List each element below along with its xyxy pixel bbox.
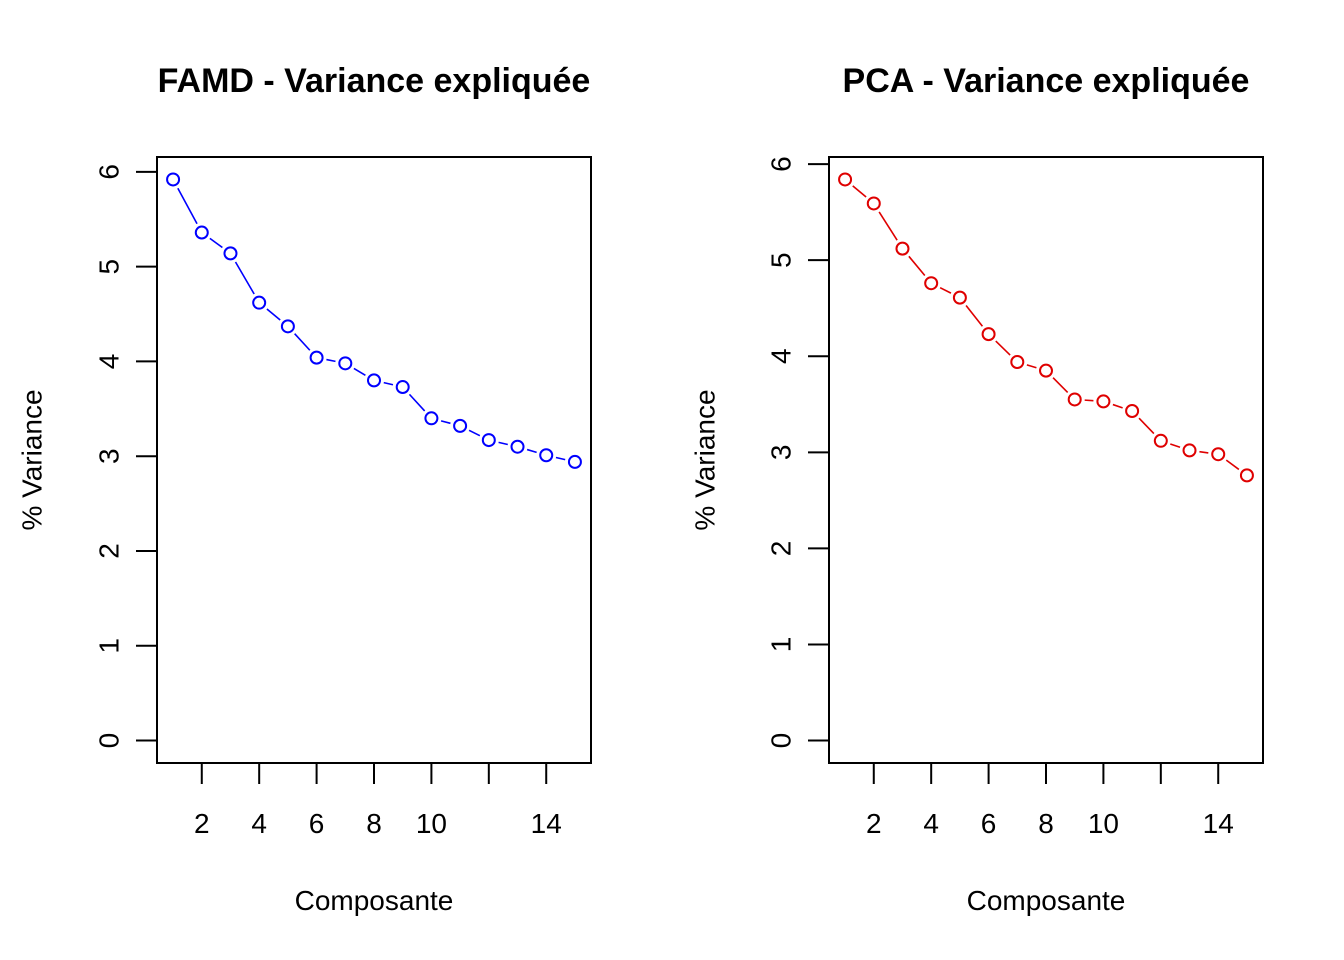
famd-data-point-5 bbox=[280, 319, 295, 334]
pca-data-point-11 bbox=[1125, 403, 1140, 418]
pca-series-segment bbox=[995, 340, 1011, 356]
famd-series-segment bbox=[266, 308, 281, 321]
famd-series-segment bbox=[498, 441, 508, 446]
famd-data-point-1 bbox=[166, 172, 181, 187]
pca-x-tick-label: 6 bbox=[981, 808, 997, 839]
famd-x-tick-label: 2 bbox=[194, 808, 210, 839]
pca-series-segment bbox=[908, 255, 926, 277]
famd-series-segment bbox=[526, 448, 537, 454]
famd-chart-title: FAMD - Variance expliquée bbox=[158, 62, 591, 100]
pca-y-tick-label: 3 bbox=[765, 445, 796, 461]
famd-data-point-4 bbox=[252, 295, 267, 310]
famd-series-segment bbox=[177, 187, 198, 225]
famd-data-point-2 bbox=[194, 225, 209, 240]
famd-x-tick-label: 4 bbox=[251, 808, 267, 839]
famd-panel: FAMD - Variance expliquée 2 4 6 8 10 14 0 1 2 3 4 5 6… bbox=[16, 62, 592, 916]
famd-series-segment bbox=[555, 456, 566, 461]
pca-y-tick-label: 5 bbox=[765, 252, 796, 268]
famd-series-segment bbox=[294, 333, 311, 351]
famd-data-point-10 bbox=[424, 411, 439, 426]
pca-data-point-13 bbox=[1182, 443, 1197, 458]
famd-y-tick-label: 6 bbox=[93, 164, 124, 180]
pca-data-point-6 bbox=[981, 327, 996, 342]
pca-series-segment bbox=[1225, 459, 1240, 471]
pca-data-point-14 bbox=[1211, 447, 1226, 462]
pca-plot-frame bbox=[828, 156, 1264, 764]
famd-series-segment bbox=[326, 358, 336, 363]
pca-data-point-2 bbox=[866, 196, 881, 211]
famd-x-tick-label: 10 bbox=[416, 808, 447, 839]
famd-data-point-7 bbox=[338, 356, 353, 371]
pca-data-point-10 bbox=[1096, 394, 1111, 409]
pca-data-point-1 bbox=[838, 172, 853, 187]
pca-data-point-5 bbox=[952, 290, 967, 305]
famd-y-tick-label: 4 bbox=[93, 354, 124, 370]
pca-series-segment bbox=[1170, 443, 1181, 448]
pca-series-segment bbox=[1199, 450, 1209, 454]
famd-data-point-14 bbox=[539, 448, 554, 463]
pca-x-tick-label: 2 bbox=[866, 808, 882, 839]
pca-series-segment bbox=[1026, 364, 1037, 369]
pca-x-tick-label: 10 bbox=[1088, 808, 1119, 839]
pca-series-segment bbox=[852, 185, 867, 198]
pca-data-point-4 bbox=[924, 276, 939, 291]
pca-y-tick-label: 2 bbox=[765, 541, 796, 557]
pca-series-segment bbox=[939, 286, 952, 294]
famd-series-segment bbox=[353, 367, 366, 376]
pca-data-point-8 bbox=[1039, 363, 1053, 378]
famd-series-segment bbox=[209, 237, 223, 249]
pca-x-tick-label: 4 bbox=[923, 808, 939, 839]
famd-y-axis-label: % Variance bbox=[16, 389, 47, 530]
pca-y-tick-label: 0 bbox=[765, 733, 796, 749]
pca-x-axis-label: Composante bbox=[967, 885, 1126, 916]
pca-chart-title: PCA - Variance expliquée bbox=[843, 62, 1250, 100]
famd-x-tick-label: 14 bbox=[531, 808, 562, 839]
famd-data-point-13 bbox=[510, 439, 525, 454]
famd-y-tick-label: 2 bbox=[93, 543, 124, 559]
famd-x-tick-label: 8 bbox=[366, 808, 382, 839]
pca-series-segment bbox=[1112, 403, 1123, 409]
pca-series-segment bbox=[878, 211, 898, 241]
famd-x-axis-label: Composante bbox=[295, 885, 454, 916]
famd-y-tick-label: 3 bbox=[93, 448, 124, 464]
famd-series-segment bbox=[234, 261, 255, 295]
famd-y-tick-label: 0 bbox=[93, 733, 124, 749]
famd-data-point-3 bbox=[223, 246, 238, 261]
pca-data-point-15 bbox=[1239, 468, 1254, 483]
famd-series-segment bbox=[468, 429, 481, 437]
pca-data-point-3 bbox=[895, 241, 910, 256]
famd-data-point-6 bbox=[309, 350, 324, 365]
pca-series-segment bbox=[1084, 399, 1094, 402]
pca-y-axis-label: % Variance bbox=[689, 389, 720, 530]
famd-series-segment bbox=[383, 381, 394, 386]
pca-x-tick-label: 8 bbox=[1038, 808, 1054, 839]
pca-x-tick-label: 14 bbox=[1203, 808, 1234, 839]
pca-y-tick-label: 4 bbox=[765, 348, 796, 364]
famd-series-segment bbox=[408, 393, 426, 412]
pca-data-point-12 bbox=[1153, 433, 1168, 448]
pca-data-point-9 bbox=[1067, 392, 1082, 407]
pca-y-tick-label: 6 bbox=[765, 156, 796, 172]
pca-panel: PCA - Variance expliquée 2 4 6 8 10 14 0 1 2 3 4 5 6 C… bbox=[689, 62, 1264, 916]
famd-data-point-15 bbox=[567, 454, 582, 469]
famd-data-point-9 bbox=[395, 380, 410, 395]
famd-y-tick-label: 1 bbox=[93, 638, 124, 654]
famd-data-point-11 bbox=[453, 418, 468, 433]
pca-y-tick-label: 1 bbox=[765, 637, 796, 653]
pca-data-point-7 bbox=[1010, 354, 1025, 369]
famd-plot-frame bbox=[156, 156, 592, 764]
famd-data-point-8 bbox=[367, 373, 381, 388]
famd-series-segment bbox=[440, 420, 451, 425]
famd-data-point-12 bbox=[481, 433, 496, 448]
pca-series-segment bbox=[1138, 417, 1155, 435]
famd-x-tick-label: 6 bbox=[309, 808, 325, 839]
famd-y-tick-label: 5 bbox=[93, 259, 124, 275]
pca-series-segment bbox=[965, 304, 984, 327]
pca-series-segment bbox=[1052, 377, 1069, 393]
